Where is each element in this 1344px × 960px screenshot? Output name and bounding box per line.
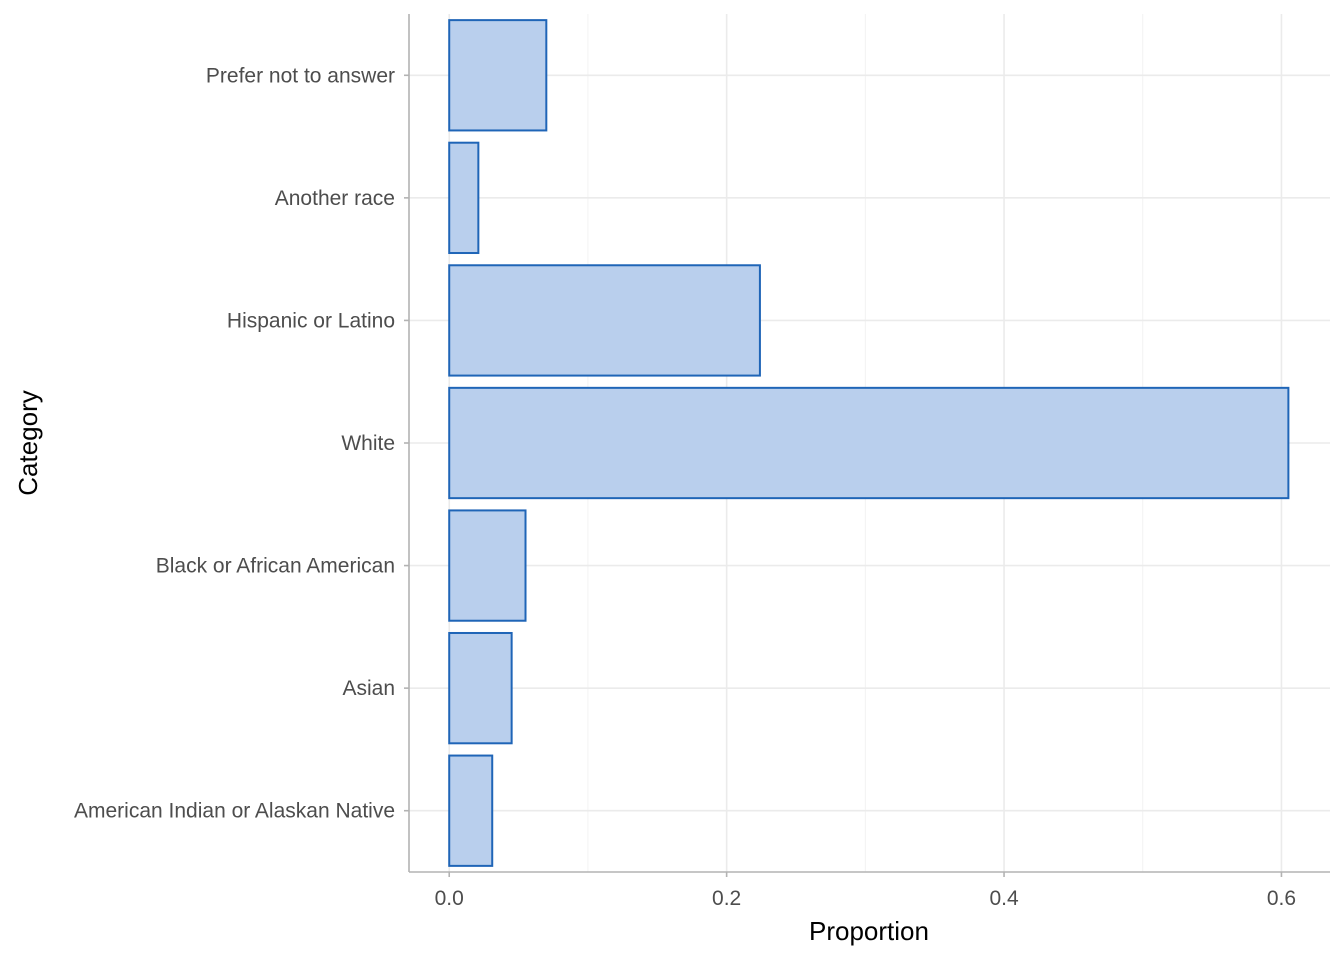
y-tick-label: American Indian or Alaskan Native <box>74 800 395 823</box>
x-axis-title: Proportion <box>809 916 929 946</box>
y-tick-label: White <box>341 432 395 455</box>
x-tick-label: 0.4 <box>989 887 1019 910</box>
bars <box>448 19 1290 867</box>
y-tick-label: Black or African American <box>156 555 395 578</box>
bar <box>448 264 761 377</box>
bar <box>448 19 548 132</box>
y-tick-label: Another race <box>275 187 395 210</box>
x-tick-label: 0.2 <box>712 887 741 910</box>
bar <box>448 631 513 745</box>
x-tick-label: 0.6 <box>1267 887 1296 910</box>
bar <box>448 141 480 255</box>
y-tick-label: Hispanic or Latino <box>227 309 395 332</box>
y-tick-labels: American Indian or Alaskan Native Asian Bl… <box>74 64 395 822</box>
y-axis-title: Category <box>13 390 43 496</box>
y-tick-label: Prefer not to answer <box>206 64 395 87</box>
bar <box>448 754 494 867</box>
bar <box>448 386 1290 500</box>
axes <box>404 14 1330 877</box>
x-tick-label: 0.0 <box>435 887 464 910</box>
x-tick-labels: 0.0 0.2 0.4 0.6 <box>435 887 1296 910</box>
bar <box>448 509 527 622</box>
y-tick-label: Asian <box>342 677 395 700</box>
